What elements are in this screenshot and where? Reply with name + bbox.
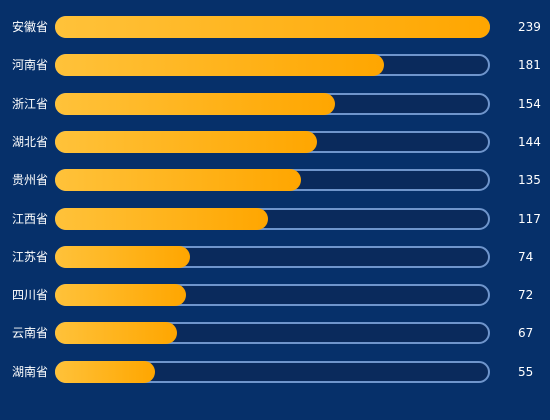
- bar-row: 云南省 67: [0, 321, 550, 345]
- bar: [55, 284, 186, 306]
- bar-row: 河南省 181: [0, 53, 550, 77]
- value-label: 135: [518, 173, 541, 187]
- bar-row: 安徽省 239: [0, 15, 550, 39]
- category-label: 浙江省: [12, 97, 49, 111]
- bar: [55, 54, 385, 76]
- value-label: 117: [518, 212, 541, 226]
- category-label: 安徽省: [12, 20, 49, 34]
- bar: [55, 169, 301, 191]
- bar: [55, 208, 268, 230]
- value-label: 67: [518, 326, 534, 340]
- value-label: 239: [518, 20, 541, 34]
- bar: [55, 246, 190, 268]
- bar: [55, 16, 490, 38]
- bar-row: 浙江省 154: [0, 92, 550, 116]
- value-label: 74: [518, 250, 534, 264]
- bar-row: 湖北省 144: [0, 130, 550, 154]
- category-label: 云南省: [12, 326, 49, 340]
- bar-row: 湖南省 55: [0, 360, 550, 384]
- category-label: 湖南省: [12, 365, 49, 379]
- bar: [55, 361, 156, 383]
- category-label: 江苏省: [12, 250, 49, 264]
- value-label: 144: [518, 135, 541, 149]
- category-label: 江西省: [12, 212, 49, 226]
- bar: [55, 322, 177, 344]
- category-label: 四川省: [12, 288, 49, 302]
- value-label: 72: [518, 288, 534, 302]
- bar-row: 江西省 117: [0, 207, 550, 231]
- bar: [55, 93, 336, 115]
- category-label: 湖北省: [12, 135, 49, 149]
- bar: [55, 131, 318, 153]
- bar-row: 四川省 72: [0, 283, 550, 307]
- value-label: 181: [518, 58, 541, 72]
- category-label: 河南省: [12, 58, 49, 72]
- bar-row: 江苏省 74: [0, 245, 550, 269]
- value-label: 55: [518, 365, 534, 379]
- bar-row: 贵州省 135: [0, 168, 550, 192]
- value-label: 154: [518, 97, 541, 111]
- category-label: 贵州省: [12, 173, 49, 187]
